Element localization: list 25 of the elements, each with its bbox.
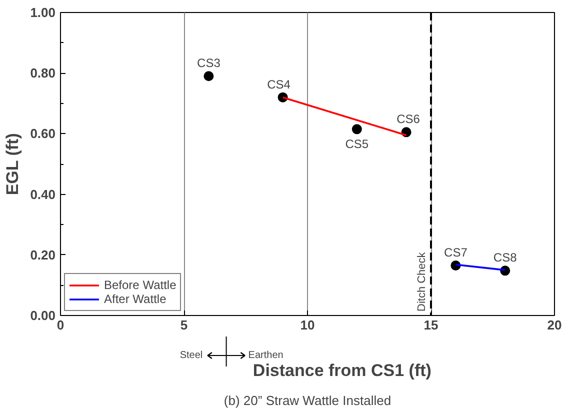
annotation: CS5 [345, 137, 369, 152]
y-tick-label: 0.00 [30, 308, 56, 323]
x-tick-label: 20 [547, 318, 562, 332]
y-tick-label: 0.60 [30, 126, 56, 142]
y-tick-label: 0.80 [30, 66, 56, 81]
x-axis-title: Distance from CS1 (ft) [252, 361, 432, 380]
y-tick-label: 0.40 [30, 186, 56, 202]
x-tick-label: 0 [56, 318, 64, 332]
text: Steel [180, 350, 203, 361]
annotation: CS7 [444, 246, 468, 260]
annotation: CS3 [197, 56, 221, 70]
ref-line-label: Ditch Check [416, 252, 428, 312]
legend-label: Before Wattle [104, 278, 176, 292]
y-tick-label: 0.20 [30, 247, 56, 262]
y-axis-title: EGL (ft) [3, 133, 22, 196]
text: (b) 20” Straw Wattle Installed [224, 393, 392, 408]
legend-label: After Wattle [104, 292, 166, 306]
x-tick-label: 5 [180, 318, 188, 332]
text: Earthen [248, 350, 284, 361]
annotation: CS8 [493, 250, 518, 265]
x-tick-label: 15 [424, 318, 438, 332]
annotation: CS6 [396, 112, 420, 126]
x-tick-label: 10 [300, 318, 315, 332]
annotation: CS4 [267, 77, 291, 92]
y-tick-label: 1.00 [30, 5, 56, 20]
